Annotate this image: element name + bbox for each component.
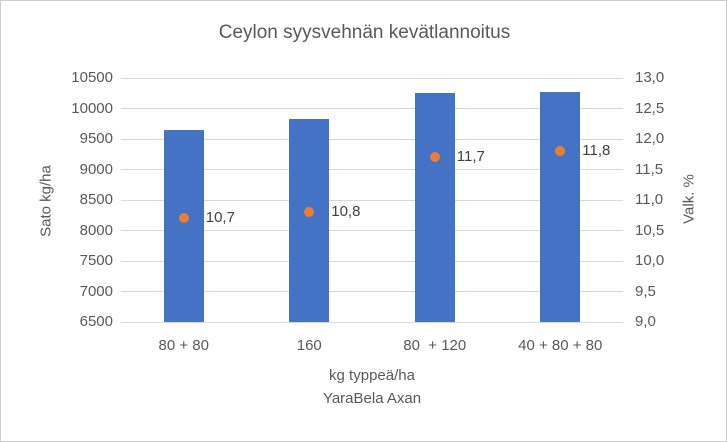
data-label: 11,7 — [456, 148, 485, 166]
left-axis-tick: 10500 — [71, 69, 113, 86]
right-axis-tick: 10,5 — [635, 221, 665, 239]
data-point-dot — [304, 207, 315, 218]
right-axis-tick: 11,0 — [635, 191, 664, 208]
gridline — [121, 169, 623, 170]
left-axis-tick: 7500 — [79, 252, 113, 269]
data-point-dot — [429, 152, 440, 163]
gridline — [121, 77, 623, 79]
data-label: 11,8 — [582, 142, 611, 160]
data-label: 10,8 — [331, 203, 361, 221]
bar — [414, 93, 455, 322]
right-axis-tick: 11,5 — [635, 160, 664, 178]
gridline — [121, 291, 623, 292]
gridline — [121, 230, 623, 231]
right-axis-tick: 12,5 — [635, 99, 665, 117]
gridline — [121, 108, 623, 109]
left-axis-tick: 6500 — [79, 313, 113, 330]
data-label: 10,7 — [205, 209, 235, 227]
left-axis-tick: 7000 — [79, 282, 113, 300]
left-axis-tick: 8000 — [79, 221, 113, 239]
gridline — [121, 199, 623, 201]
bar — [163, 129, 204, 322]
x-axis-title-line1: kg typpeä/ha — [329, 367, 415, 384]
left-axis-tick: 9500 — [79, 130, 113, 147]
right-axis-tick: 12,0 — [635, 130, 665, 147]
right-axis-tick: 13,0 — [635, 69, 665, 86]
x-axis-category-label: 160 — [296, 337, 322, 354]
left-axis-tick: 8500 — [79, 191, 113, 208]
right-axis-title: Valk. % — [680, 174, 698, 224]
x-axis-category-label: 80 + 120 — [403, 337, 467, 354]
data-point-dot — [178, 213, 189, 224]
bar — [540, 92, 581, 322]
left-axis-tick: 10000 — [71, 99, 113, 117]
gridline — [121, 321, 623, 323]
x-axis-category-label: 80 + 80 — [158, 337, 209, 354]
gridline — [121, 260, 623, 262]
data-point-dot — [555, 146, 566, 157]
left-axis-tick: 9000 — [79, 160, 113, 178]
x-axis-category-label: 40 + 80 + 80 — [518, 337, 603, 354]
x-axis-title-line2: YaraBela Axan — [322, 390, 422, 407]
bar — [289, 118, 330, 322]
right-axis-tick: 10,0 — [635, 252, 665, 269]
right-axis-tick: 9,0 — [635, 313, 656, 330]
chart-title: Ceylon syysvehnän kevätlannoitus — [218, 22, 511, 43]
gridline — [121, 138, 623, 140]
right-axis-tick: 9,5 — [635, 282, 656, 300]
